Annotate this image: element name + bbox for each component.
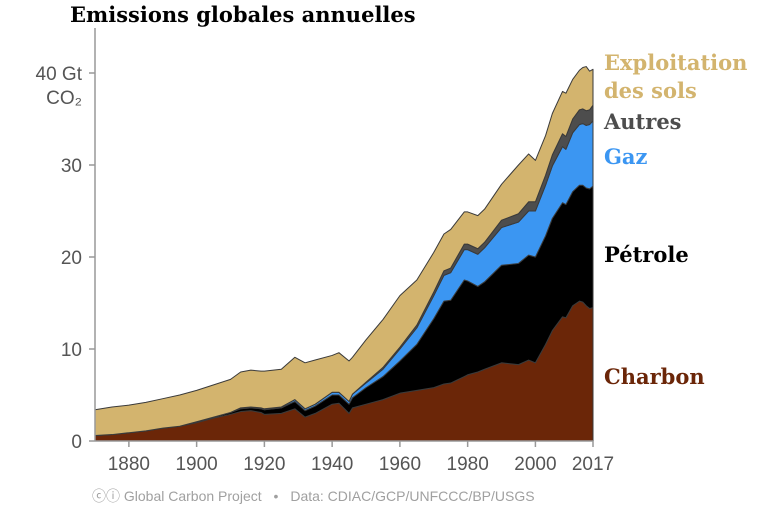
footer-separator: • (273, 488, 279, 504)
x-tick-label: 1900 (175, 454, 217, 475)
y-tick-label: 20 (61, 248, 82, 269)
y-axis-unit-sub-label: CO₂ (46, 88, 82, 109)
x-tick-label: 1940 (311, 454, 353, 475)
y-tick-label: 10 (61, 340, 82, 361)
x-tick-label: 2017 (572, 454, 614, 475)
legend-label-exploitation-des-sols: Exploitation (604, 50, 747, 75)
y-tick-label: 30 (61, 156, 82, 177)
stacked-area-chart: 0 10 20 30 40 Gt CO₂ 1880 1900 1920 1940 1960 1980 2… (36, 28, 747, 475)
area-layers (94, 66, 594, 442)
x-tick-label: 1880 (108, 454, 150, 475)
footer-credit: Global Carbon Project (123, 488, 262, 504)
footer-source: Data: CDIAC/GCP/UNFCCC/BP/USGS (290, 488, 535, 504)
tick-labels: 0 10 20 30 40 Gt CO₂ 1880 1900 1920 1940 1960 1980 2… (36, 64, 615, 475)
legend-label-gaz: Gaz (604, 144, 648, 169)
legend-label-petrole: Pétrole (604, 242, 689, 267)
x-tick-label: 2000 (514, 454, 556, 475)
legend: Charbon Pétrole Gaz Autres Exploitation des s… (603, 50, 747, 389)
x-tick-label: 1980 (447, 454, 489, 475)
axes (94, 28, 593, 442)
area-exploitation-des-sols (94, 66, 594, 436)
legend-label-charbon: Charbon (604, 364, 705, 389)
chart-title: Emissions globales annuelles (70, 2, 416, 27)
creative-commons-icon: ⓒⓘ (92, 488, 120, 504)
x-tick-label: 1960 (379, 454, 421, 475)
x-tick-label: 1920 (243, 454, 285, 475)
y-tick-label: 0 (71, 432, 82, 453)
footer: ⓒⓘ Global Carbon Project • Data: CDIAC/G… (92, 486, 535, 506)
legend-label-exploitation-des-sols: des sols (604, 78, 697, 103)
y-axis-unit-label: 40 Gt (36, 64, 83, 85)
legend-label-autres: Autres (603, 109, 682, 134)
